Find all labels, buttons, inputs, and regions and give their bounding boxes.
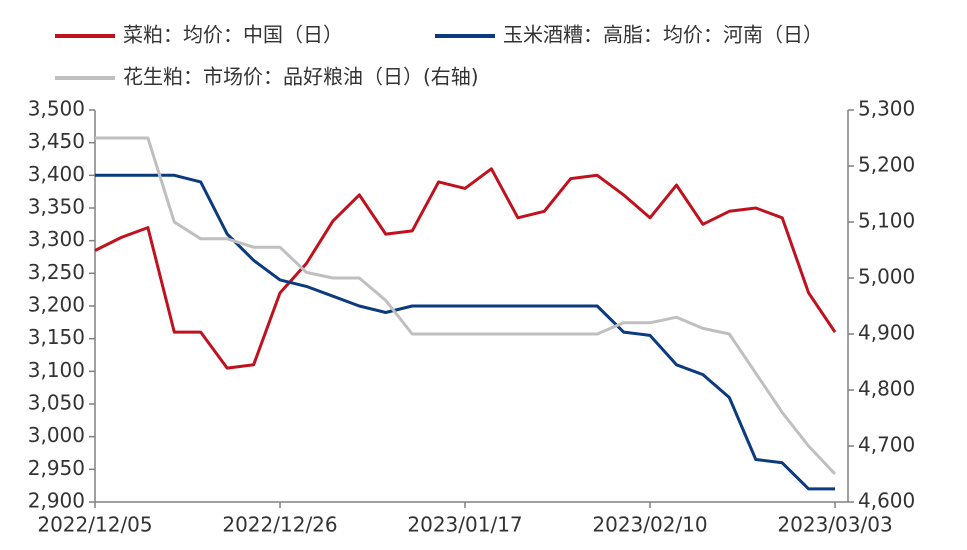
series-line (94, 167, 837, 370)
y-tick-label: 3,050 (28, 391, 85, 415)
y-tick-label: 3,400 (28, 162, 85, 186)
y-tick-label: 3,500 (28, 97, 85, 121)
x-tick-label: 2023/01/17 (407, 513, 522, 537)
y-tick-label: 3,150 (28, 325, 85, 349)
y-tick-label: 2,900 (28, 489, 85, 513)
y2-tick-label: 4,700 (858, 433, 915, 457)
y2-tick-label: 4,800 (858, 377, 915, 401)
x-tick-label: 2023/03/03 (777, 513, 892, 537)
y2-tick-label: 5,300 (858, 97, 915, 121)
y-tick-label: 3,100 (28, 358, 85, 382)
y-tick-label: 3,300 (28, 227, 85, 251)
y2-tick-label: 4,900 (858, 321, 915, 345)
legend-label: 花生粕：市场价：品好粮油（日）(右轴) (123, 65, 479, 89)
y2-tick-label: 4,600 (858, 489, 915, 513)
x-tick-label: 2022/12/05 (37, 513, 152, 537)
y2-tick-label: 5,000 (858, 265, 915, 289)
legend-label: 玉米酒糟：高脂：均价：河南（日） (503, 23, 823, 47)
y-tick-label: 3,450 (28, 129, 85, 153)
x-tick-label: 2022/12/26 (222, 513, 337, 537)
y-tick-label: 3,200 (28, 293, 85, 317)
series-line (95, 136, 837, 476)
y-tick-label: 3,250 (28, 260, 85, 284)
y-tick-label: 2,950 (28, 456, 85, 480)
y2-tick-label: 5,100 (858, 209, 915, 233)
y2-tick-label: 5,200 (858, 153, 915, 177)
series-line (95, 173, 835, 491)
y-tick-label: 3,350 (28, 195, 85, 219)
y-tick-label: 3,000 (28, 423, 85, 447)
x-tick-label: 2023/02/10 (592, 513, 707, 537)
legend-label: 菜粕：均价：中国（日） (123, 23, 343, 47)
